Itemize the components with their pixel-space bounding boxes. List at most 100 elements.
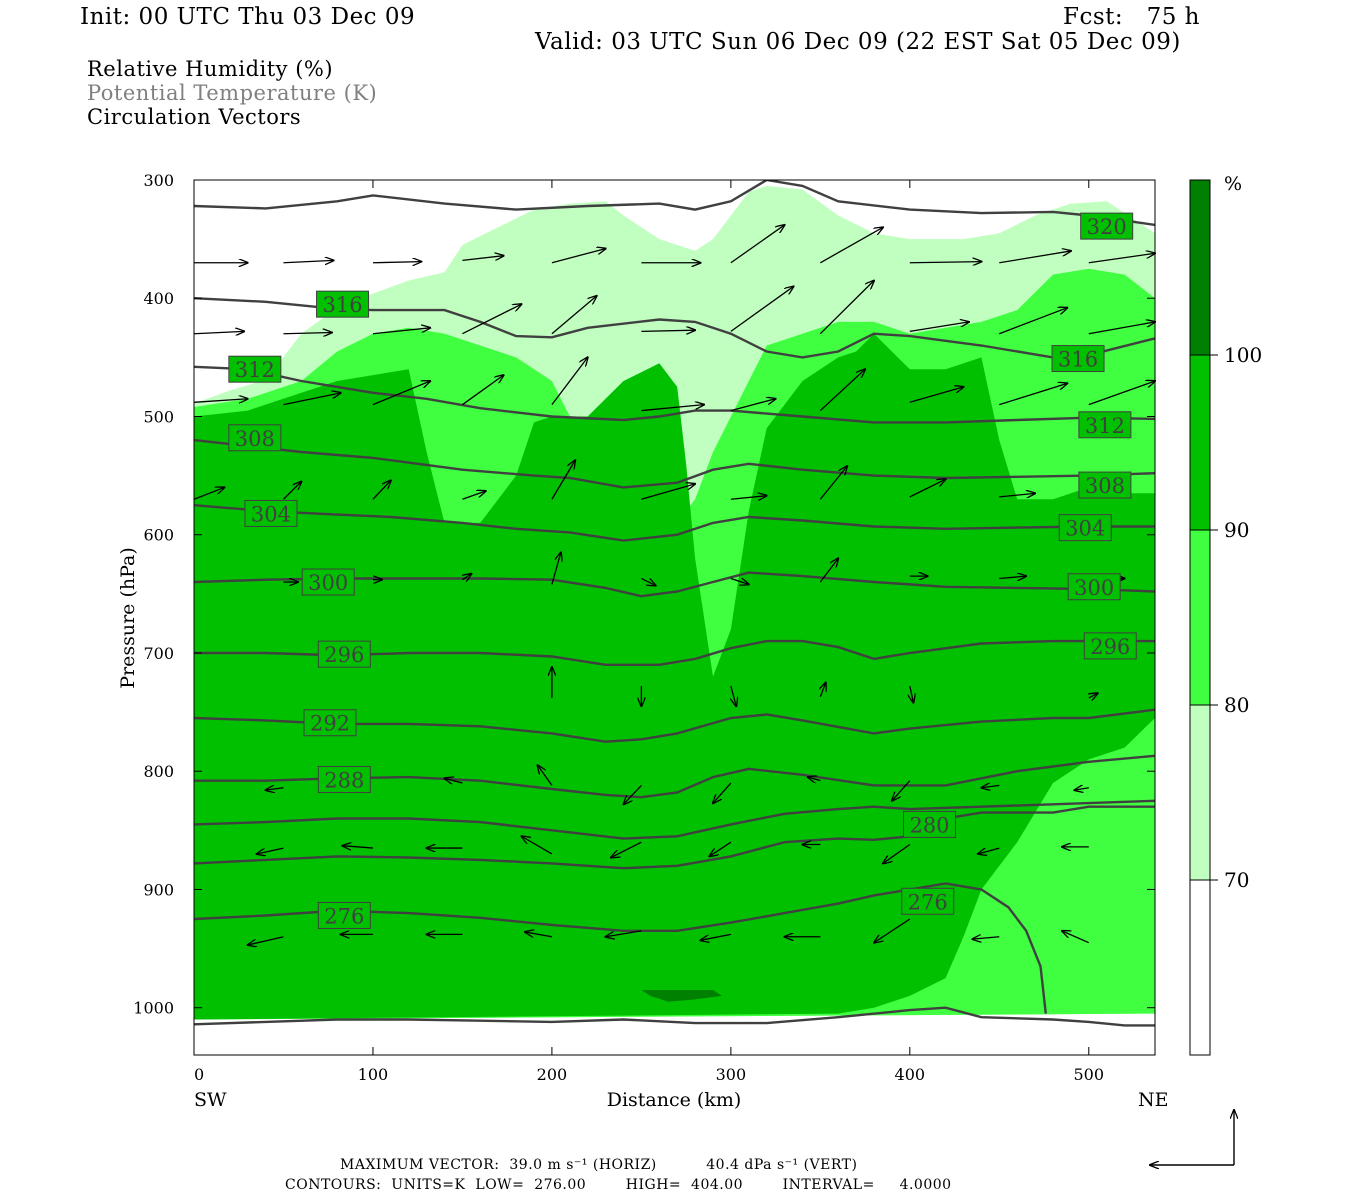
x-axis-title: Distance (km): [607, 1089, 742, 1111]
circulation-vector: [372, 262, 421, 263]
circulation-vector: [709, 841, 732, 856]
rh-region-100: [641, 990, 722, 1002]
circulation-vector: [641, 405, 704, 412]
theta-label-316-2: 316: [1058, 348, 1098, 372]
contour-info-note: CONTOURS: UNITS=K LOW= 276.00 HIGH= 404.…: [285, 1177, 952, 1193]
theta-label-276-2: 276: [324, 904, 364, 928]
circulation-vector: [883, 843, 911, 864]
theta-label-box-296-2: [1083, 632, 1137, 660]
theta-label-320-1: 320: [1087, 215, 1127, 239]
circulation-vector: [819, 558, 838, 583]
circulation-vector: [1089, 693, 1098, 698]
theta-contour-308: [194, 438, 1155, 489]
y-tick-label: 700: [143, 644, 174, 663]
theta-contour-292: [194, 708, 1155, 743]
circulation-vector: [730, 399, 776, 412]
circulation-vector: [730, 578, 749, 584]
theta-label-box-304-1: [244, 499, 298, 527]
circulation-vector: [525, 932, 553, 937]
circulation-vector: [874, 918, 911, 943]
circulation-vector: [623, 784, 642, 804]
circulation-vector: [909, 322, 969, 332]
circulation-vector: [892, 780, 911, 801]
theta-label-292-1: 292: [310, 712, 350, 736]
circulation-vector: [978, 847, 1000, 854]
circulation-vector: [819, 466, 847, 500]
theta-contour-304: [194, 504, 1155, 542]
colorbar-label: 90: [1224, 518, 1249, 542]
colorbar-unit: %: [1224, 173, 1242, 195]
reference-vector-icon: [1150, 1110, 1234, 1165]
x-tick-label: 500: [1074, 1065, 1105, 1084]
theta-contour-320: [194, 180, 1155, 227]
circulation-vector: [462, 256, 503, 262]
circulation-vector: [343, 846, 374, 848]
circulation-vector: [551, 460, 575, 500]
circulation-vector: [248, 936, 284, 945]
circulation-vector: [372, 381, 430, 406]
colorbar-segment: [1189, 704, 1211, 881]
theta-label-276-1: 276: [908, 890, 948, 914]
circulation-vector: [372, 328, 430, 335]
circulation-vector: [641, 484, 695, 500]
circulation-vector: [1074, 788, 1089, 790]
theta-label-280-1: 280: [909, 813, 949, 837]
circulation-vector: [521, 836, 553, 855]
x-tick-label: 0: [194, 1065, 204, 1084]
circulation-vector: [462, 375, 503, 406]
theta-contour-296: [194, 639, 1155, 666]
theta-contour-300: [194, 571, 1155, 598]
circulation-vector: [972, 937, 1000, 939]
theta-label-312-1: 312: [235, 358, 275, 382]
plot-frame: [193, 179, 1156, 1056]
circulation-vector: [266, 788, 284, 790]
theta-label-box-304-2: [1058, 514, 1112, 542]
circulation-vector: [372, 480, 391, 500]
valid-time: Valid: 03 UTC Sun 06 Dec 09 (22 EST Sat …: [535, 29, 1181, 55]
circulation-vector: [611, 841, 642, 857]
circulation-vector: [730, 496, 767, 500]
y-tick-label: 500: [143, 407, 174, 426]
circulation-vector: [999, 251, 1071, 264]
colorbar-label: 100: [1224, 343, 1262, 367]
theta-label-box-300-2: [1067, 573, 1121, 601]
y-tick-label: 800: [143, 762, 174, 781]
theta-label-300-1: 300: [308, 571, 348, 595]
circulation-vector: [713, 782, 732, 803]
theta-label-312-2: 312: [1085, 414, 1125, 438]
circulation-vector: [283, 393, 340, 406]
circulation-vector: [909, 479, 946, 498]
theta-contour-280: [194, 805, 1155, 870]
theta-label-box-280-1: [903, 810, 957, 838]
circulation-vector: [730, 286, 794, 332]
x-right-end-label: NE: [1138, 1089, 1169, 1111]
x-left-end-label: SW: [194, 1089, 227, 1111]
circulation-vector: [283, 482, 301, 500]
theta-label-box-276-1: [901, 887, 955, 915]
circulation-vector: [1088, 381, 1155, 406]
x-tick-label: 100: [358, 1065, 389, 1084]
circulation-vector: [819, 369, 865, 412]
circulation-vector: [462, 491, 485, 500]
circulation-vector: [283, 333, 331, 334]
y-tick-label: 400: [143, 289, 174, 308]
circulation-vector: [999, 383, 1067, 406]
theta-label-box-292-1: [303, 709, 357, 737]
theta-contour-288: [194, 754, 1155, 799]
x-tick-label: 400: [895, 1065, 926, 1084]
circulation-vector: [730, 225, 785, 264]
colorbar-segment: [1189, 354, 1211, 531]
circulation-vector: [551, 552, 561, 585]
circulation-vector: [551, 357, 588, 406]
circulation-vector: [700, 933, 731, 940]
theta-contour-276: [194, 882, 1047, 1014]
colorbar-segment: [1189, 179, 1211, 356]
theta-label-box-300-1: [301, 568, 355, 596]
circulation-vector: [445, 778, 463, 783]
circulation-vector: [462, 304, 521, 335]
circulation-vector: [551, 296, 597, 335]
theta-label-box-308-2: [1078, 471, 1132, 499]
theta-label-box-316-1: [316, 290, 370, 318]
theta-label-box-316-2: [1051, 345, 1105, 373]
